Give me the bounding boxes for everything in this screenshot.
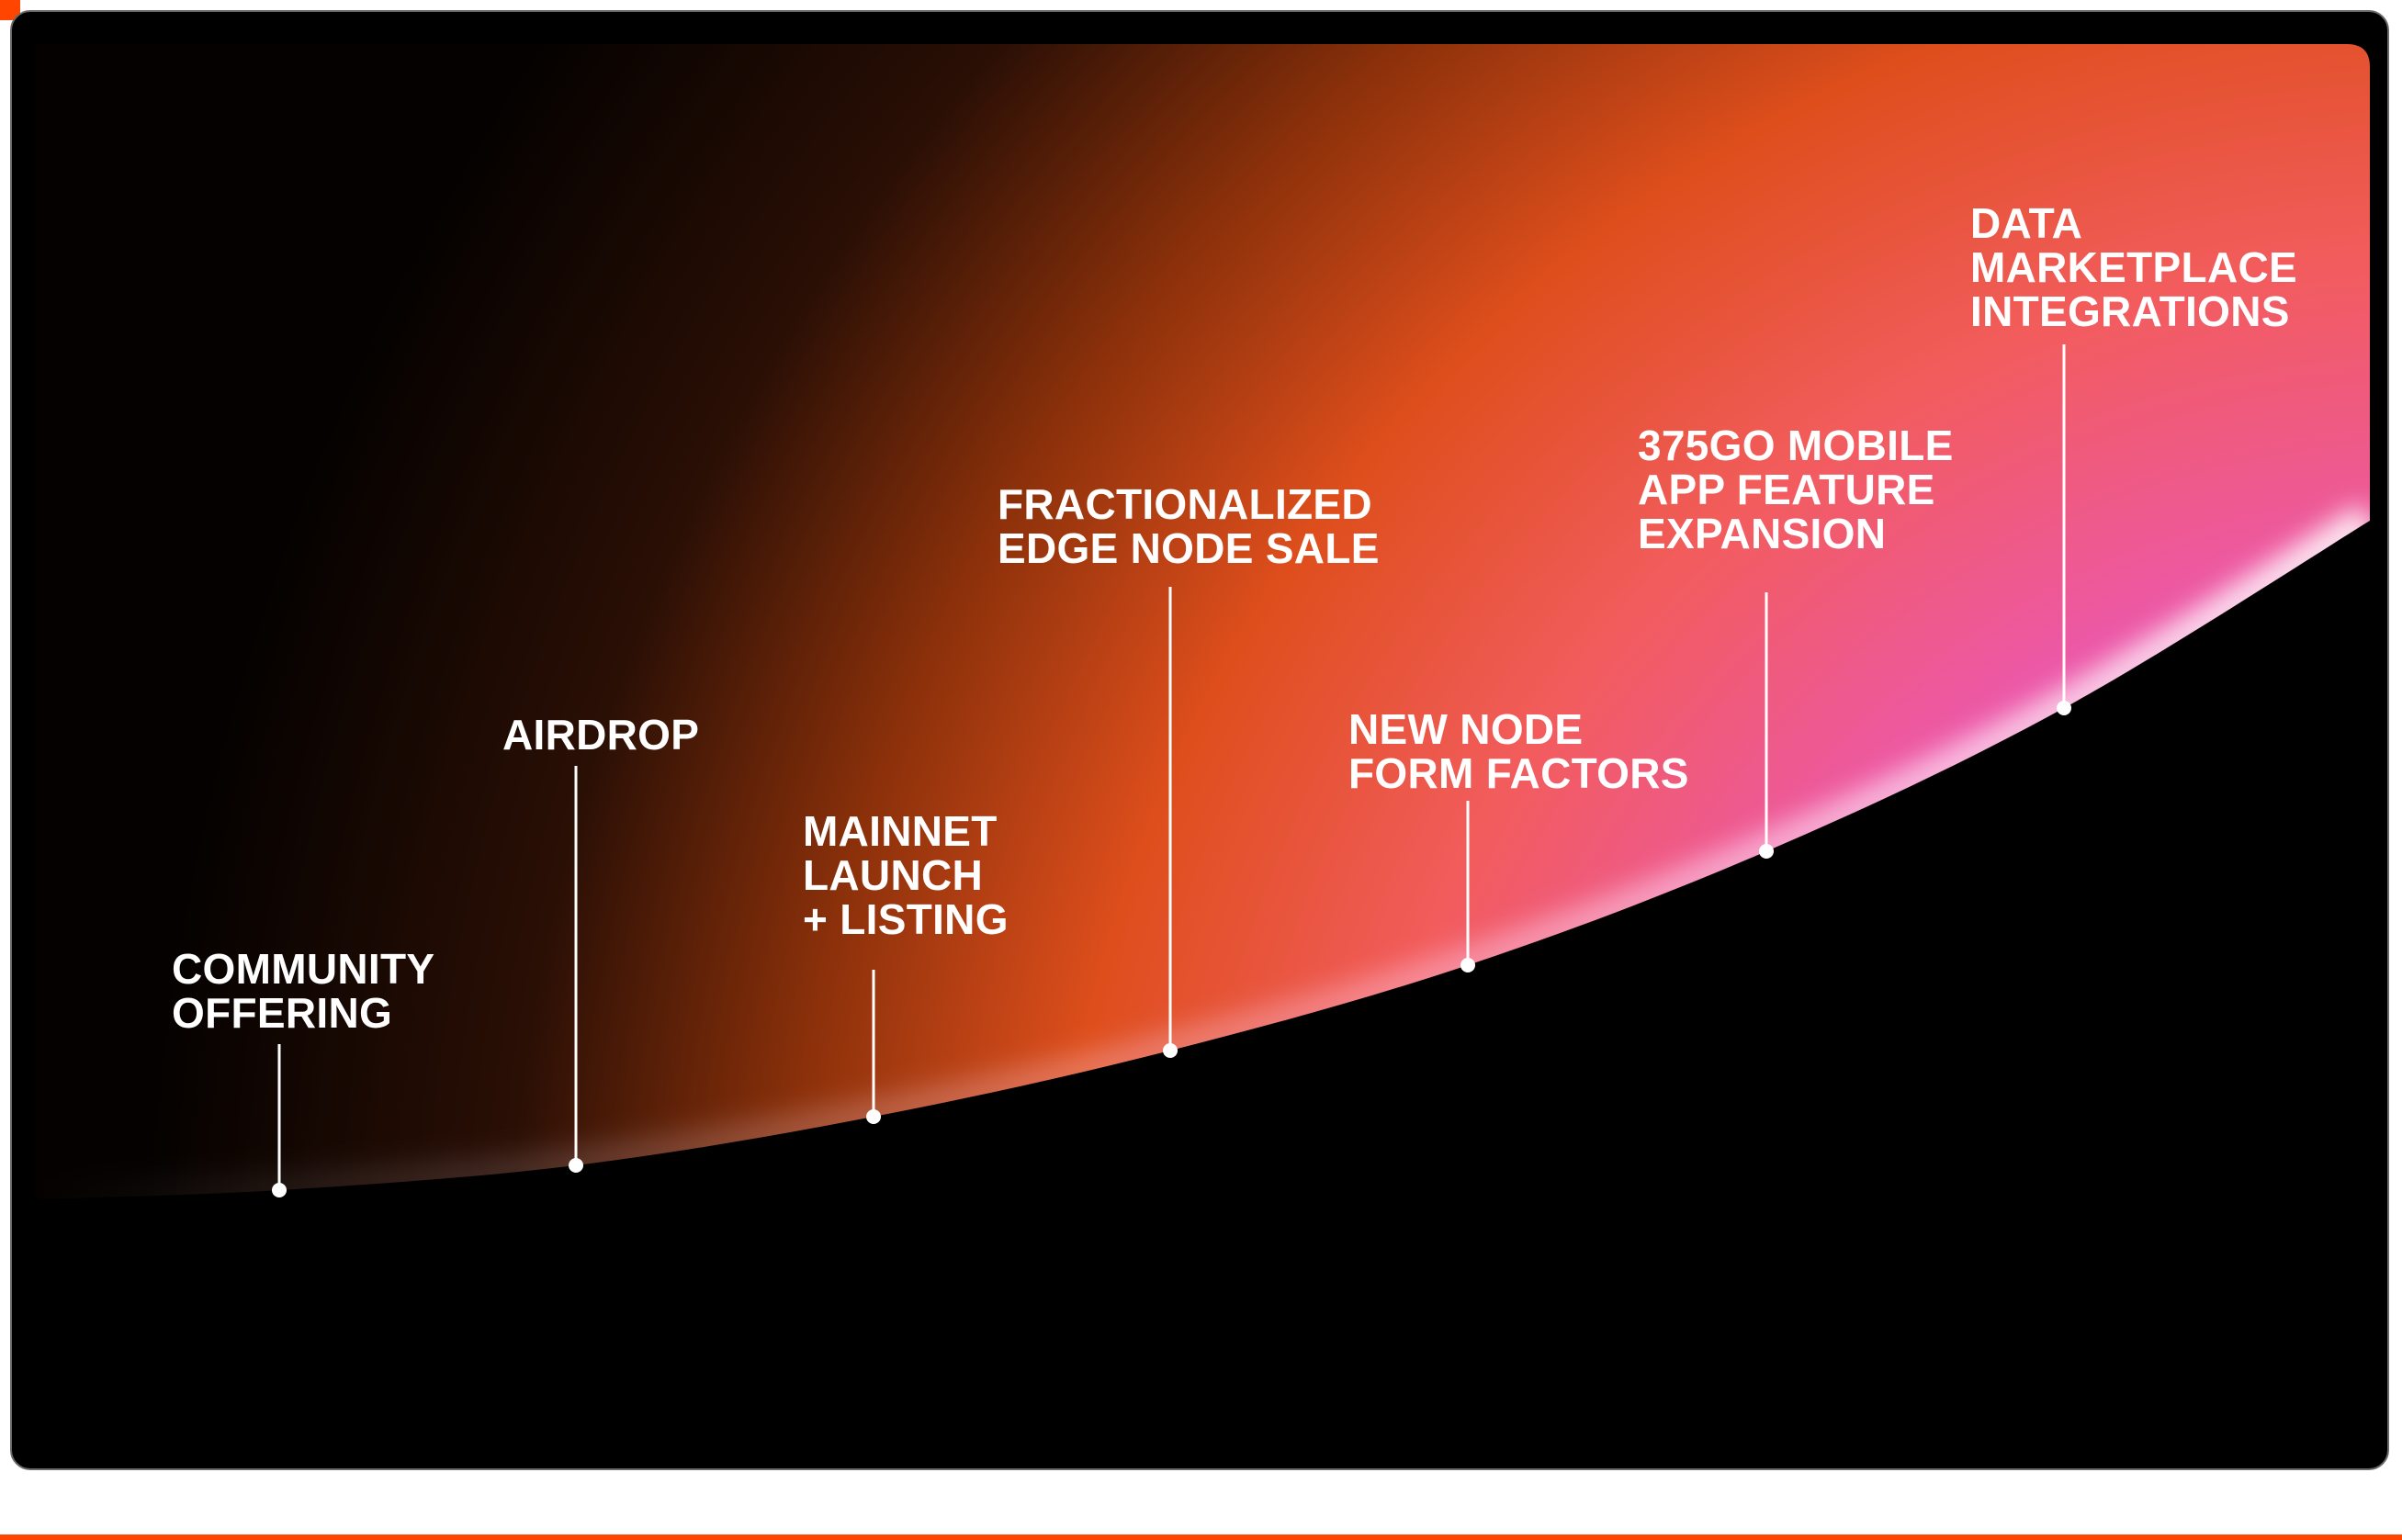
milestone-label-airdrop: AIRDROP (502, 713, 699, 757)
label-line: EXPANSION (1638, 510, 1887, 557)
label-line: INTEGRATIONS (1970, 287, 2290, 335)
milestone-label-data-marketplace: DATA MARKETPLACE INTEGRATIONS (1970, 201, 2297, 333)
label-line: 375GO MOBILE (1638, 422, 1954, 469)
label-line: EDGE NODE SALE (998, 524, 1380, 572)
milestone-dot (1163, 1043, 1178, 1058)
milestone-dot (1460, 958, 1475, 972)
label-line: COMMUNITY (172, 945, 435, 993)
label-line: FRACTIONALIZED (998, 480, 1372, 528)
label-line: MAINNET (803, 807, 998, 855)
milestone-label-edge-node-sale: FRACTIONALIZED EDGE NODE SALE (998, 482, 1380, 570)
bottom-accent-rule (0, 1534, 2402, 1540)
label-line: LAUNCH (803, 851, 983, 899)
label-line: + LISTING (803, 895, 1009, 943)
milestone-dot (1759, 844, 1774, 859)
curve-glow (35, 504, 2370, 1199)
milestone-label-mainnet-launch: MAINNET LAUNCH + LISTING (803, 809, 1009, 941)
label-line: OFFERING (172, 989, 393, 1037)
gradient-panel (35, 44, 2370, 1199)
label-line: AIRDROP (502, 711, 700, 759)
label-line: APP FEATURE (1638, 466, 1935, 513)
milestone-dot (569, 1158, 583, 1173)
milestone-label-mobile-app: 375GO MOBILE APP FEATURE EXPANSION (1638, 423, 1954, 556)
label-line: MARKETPLACE (1970, 243, 2297, 291)
label-line: NEW NODE (1348, 705, 1584, 753)
milestone-label-community-offering: COMMUNITY OFFERING (172, 947, 434, 1035)
milestone-dot (272, 1183, 287, 1197)
milestone-dot (2057, 701, 2071, 715)
label-line: FORM FACTORS (1348, 749, 1689, 797)
label-line: DATA (1970, 199, 2083, 247)
milestone-dot (866, 1109, 881, 1124)
milestone-label-new-node-form-factors: NEW NODE FORM FACTORS (1348, 707, 1689, 795)
